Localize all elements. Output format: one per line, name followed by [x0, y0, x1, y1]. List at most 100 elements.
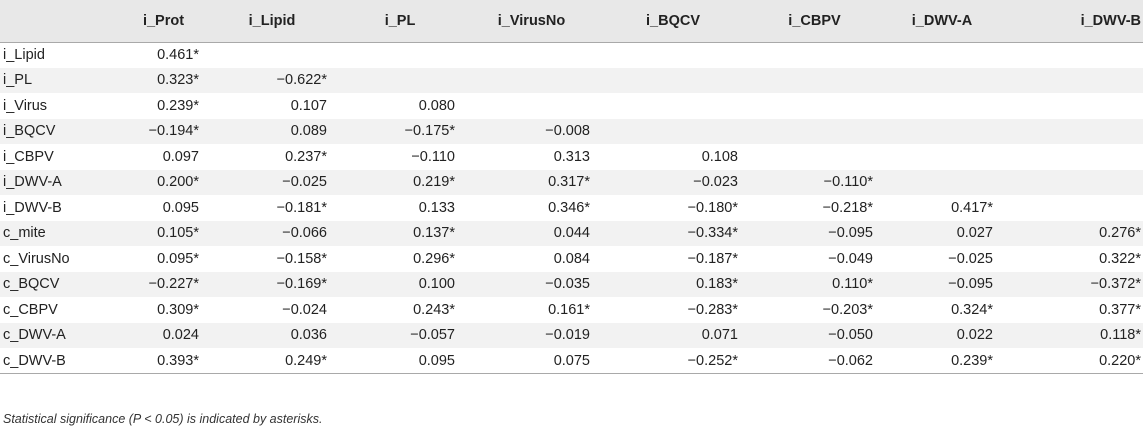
table-cell: 0.346* [548, 199, 590, 216]
column-header: i_Lipid [209, 0, 337, 43]
table-cell: 0.095* [157, 250, 199, 267]
table-cell: 0.108 [701, 148, 738, 165]
row-label: i_BQCV [3, 123, 56, 140]
row-label: c_mite [3, 225, 46, 242]
table-cell: −0.227* [148, 276, 199, 293]
table-cell [209, 42, 337, 68]
table-cell: 0.417* [951, 199, 993, 216]
table-cell [600, 93, 748, 119]
table-cell [465, 93, 600, 119]
row-label: i_PL [3, 72, 33, 89]
table-cell: 0.219* [413, 174, 455, 191]
table-cell: 0.044 [553, 225, 590, 242]
row-label: c_CBPV [3, 301, 58, 318]
table-cell: −0.203* [822, 301, 873, 318]
table-cell: −0.334* [687, 225, 738, 242]
header-row: i_Prot i_Lipid i_PL i_VirusNo i_BQCV i_C… [0, 0, 1143, 43]
table-cell [748, 119, 883, 145]
table-cell: −0.019 [545, 327, 590, 344]
table-cell: −0.025 [282, 174, 327, 191]
table-cell: 0.377* [1099, 301, 1141, 318]
correlation-table: i_Prot i_Lipid i_PL i_VirusNo i_BQCV i_C… [0, 0, 1143, 374]
header-corner [0, 0, 120, 43]
table-cell: −0.050 [828, 327, 873, 344]
row-label: c_DWV-A [3, 327, 66, 344]
table-cell: 0.313 [553, 148, 590, 165]
row-label: c_DWV-B [3, 352, 66, 369]
table-cell [1003, 119, 1143, 145]
table-cell: 0.276* [1099, 225, 1141, 242]
row-label: c_VirusNo [3, 250, 70, 267]
table-row: c_mite 0.105* −0.066 0.137* 0.044 −0.334* −0.0… [0, 220, 1143, 246]
table-cell: −0.110 [411, 148, 455, 165]
table-cell: −0.283* [687, 301, 738, 318]
table-cell: 0.133 [418, 199, 455, 216]
table-cell [1003, 42, 1143, 68]
table-cell: −0.095 [828, 225, 873, 242]
table-cell [1003, 195, 1143, 221]
row-label: i_Virus [3, 97, 48, 114]
table-body: i_Lipid 0.461* i_PL 0.323* −0.622* i_Virus 0.2… [0, 42, 1143, 374]
table-row: i_DWV-B 0.095 −0.181* 0.133 0.346* −0.180* −0.… [0, 195, 1143, 221]
table-cell: 0.071 [701, 327, 738, 344]
column-header: i_DWV-A [883, 0, 1003, 43]
table-cell [600, 68, 748, 94]
table-cell: 0.461* [157, 47, 199, 63]
table-row: c_DWV-A 0.024 0.036 −0.057 −0.019 0.071 −0.050… [0, 322, 1143, 348]
table-cell [1003, 93, 1143, 119]
row-label: i_DWV-B [3, 199, 62, 216]
table-cell: 0.239* [951, 352, 993, 369]
table-cell [883, 68, 1003, 94]
table-cell: 0.107 [290, 97, 327, 114]
table-cell: 0.317* [548, 174, 590, 191]
table-cell [337, 42, 465, 68]
table-cell [883, 144, 1003, 170]
column-header: i_Prot [120, 0, 209, 43]
table-cell: 0.095 [162, 199, 199, 216]
table-cell: −0.372* [1090, 276, 1141, 293]
table-cell [1003, 170, 1143, 196]
table-cell: −0.252* [687, 352, 738, 369]
column-header: i_PL [337, 0, 465, 43]
table-cell: −0.218* [822, 199, 873, 216]
column-header: i_VirusNo [465, 0, 600, 43]
table-cell: 0.393* [157, 352, 199, 369]
table-cell: −0.035 [545, 276, 590, 293]
table-cell [1003, 144, 1143, 170]
table-cell: 0.220* [1099, 352, 1141, 369]
table-cell: 0.089 [290, 123, 327, 140]
table-cell: −0.158* [276, 250, 327, 267]
table-cell: −0.622* [276, 72, 327, 89]
table-cell: −0.194* [148, 123, 199, 140]
table-cell: −0.180* [687, 199, 738, 216]
table-cell [748, 144, 883, 170]
table-cell: −0.066 [282, 225, 327, 242]
table-cell: 0.200* [157, 174, 199, 191]
table-cell [465, 68, 600, 94]
table-cell: 0.036 [290, 327, 327, 344]
table-cell: 0.243* [413, 301, 455, 318]
table-cell [883, 119, 1003, 145]
table-row: i_CBPV 0.097 0.237* −0.110 0.313 0.108 [0, 144, 1143, 170]
table-footnote: Statistical significance (P < 0.05) is i… [3, 412, 323, 426]
table-cell: 0.296* [413, 250, 455, 267]
table-cell: 0.097 [162, 148, 199, 165]
table-cell: 0.322* [1099, 250, 1141, 267]
table-cell [1003, 68, 1143, 94]
table-cell [600, 119, 748, 145]
table-cell: −0.187* [687, 250, 738, 267]
column-header: i_DWV-B [1003, 0, 1143, 43]
table-cell: 0.024 [162, 327, 199, 344]
table-cell: 0.137* [413, 225, 455, 242]
table-cell: 0.309* [157, 301, 199, 318]
table-cell: −0.095 [948, 276, 993, 293]
table-cell: −0.024 [282, 301, 327, 318]
table-cell: 0.027 [956, 225, 993, 242]
row-label: c_BQCV [3, 276, 60, 293]
table-cell: 0.161* [548, 301, 590, 318]
table-cell [337, 68, 465, 94]
table-row: i_BQCV −0.194* 0.089 −0.175* −0.008 [0, 118, 1143, 145]
table-cell: −0.008 [545, 123, 590, 140]
table-header: i_Prot i_Lipid i_PL i_VirusNo i_BQCV i_C… [0, 0, 1143, 43]
table-cell: 0.118* [1100, 327, 1141, 344]
